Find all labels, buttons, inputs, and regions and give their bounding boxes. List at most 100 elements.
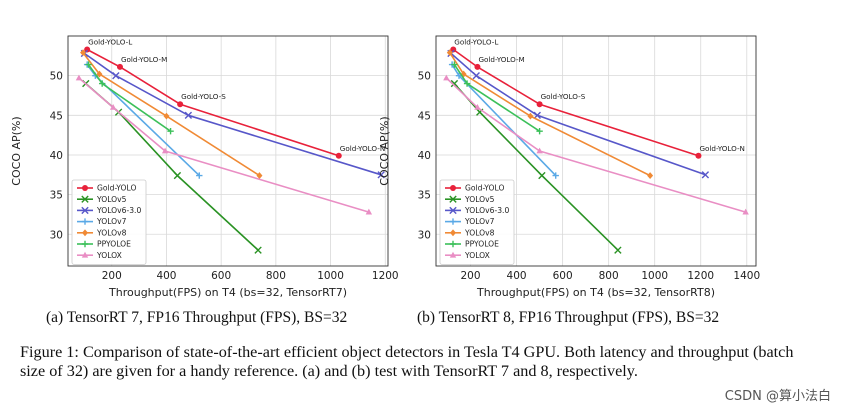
legend-entry: YOLOv8 xyxy=(464,228,495,237)
y-tick-label: 30 xyxy=(50,229,63,241)
series-line xyxy=(452,48,699,157)
series-yolox xyxy=(75,74,373,215)
x-tick-label: 1000 xyxy=(317,270,344,282)
point-label: Gold-YOLO-S xyxy=(541,92,586,101)
point-label: Gold-YOLO-S xyxy=(181,92,226,101)
x-tick-label: 400 xyxy=(156,270,176,282)
point-label: Gold-YOLO-N xyxy=(699,144,745,153)
data-point xyxy=(695,152,702,159)
watermark: CSDN @算小法白 xyxy=(724,389,831,404)
data-point xyxy=(536,147,543,154)
data-point xyxy=(536,127,543,135)
data-point xyxy=(177,101,184,108)
y-tick-label: 40 xyxy=(50,150,63,162)
x-tick-label: 600 xyxy=(211,270,231,282)
legend-swatch-marker xyxy=(449,195,457,203)
data-point xyxy=(184,111,193,120)
series-line xyxy=(450,52,706,176)
series-yolox xyxy=(443,74,749,215)
data-point xyxy=(474,63,481,70)
legend-entry: PPYOLOE xyxy=(465,240,499,249)
series-gold-yolo: Gold-YOLO-L Gold-YOLO-M Gold-YOLO-S Gold-YO… xyxy=(84,37,386,159)
data-point xyxy=(98,80,106,87)
data-point xyxy=(701,171,710,179)
subcaption-a: (a) TensorRT 7, FP16 Throughput (FPS), B… xyxy=(46,309,348,326)
data-point xyxy=(474,103,481,110)
y-tick-label: 35 xyxy=(418,190,431,202)
data-point xyxy=(256,172,263,179)
legend-entry: Gold-YOLO xyxy=(465,184,504,193)
x-tick-label: 1200 xyxy=(687,270,714,282)
legend-entry: YOLOv5 xyxy=(96,195,127,204)
figure-caption: Figure 1: Comparison of state-of-the-art… xyxy=(20,343,794,380)
legend: Gold-YOLO YOLOv5 YOLOv6-3.0 YOLOv7 YOLOv8 PPY… xyxy=(71,179,147,265)
y-tick-label: 50 xyxy=(50,71,63,83)
data-point xyxy=(173,171,182,180)
legend-swatch-marker xyxy=(449,218,457,225)
series-yolov8 xyxy=(446,49,654,179)
data-point xyxy=(450,79,459,88)
data-point xyxy=(196,172,203,179)
series-ppyoloe xyxy=(85,61,174,135)
point-label: Gold-YOLO-M xyxy=(121,55,167,64)
legend-entry: YOLOv6-3.0 xyxy=(464,206,509,215)
data-point xyxy=(75,74,83,81)
series-line xyxy=(445,77,746,213)
legend-entry: YOLOv7 xyxy=(96,217,127,226)
legend-swatch-marker xyxy=(81,206,89,215)
series-ppyoloe xyxy=(451,61,543,135)
legend-swatch-marker xyxy=(449,206,457,215)
data-point xyxy=(163,112,170,120)
y-axis-label: COCO AP(%) xyxy=(10,116,23,185)
legend-swatch-marker xyxy=(82,185,88,191)
chart-a: 200 400 600 800 1000 1200 30 35 40 45 50 Throughput… xyxy=(10,35,399,299)
data-point xyxy=(450,46,457,53)
x-tick-label: 800 xyxy=(599,270,619,282)
data-point xyxy=(536,101,543,108)
point-label: Gold-YOLO-N xyxy=(340,144,386,153)
data-point xyxy=(742,208,749,215)
legend-entry: PPYOLOE xyxy=(97,240,131,249)
legend-swatch-marker xyxy=(450,229,456,237)
x-tick-label: 1200 xyxy=(372,270,399,282)
point-label: Gold-YOLO-L xyxy=(88,37,132,46)
data-point xyxy=(365,208,373,215)
y-tick-label: 40 xyxy=(418,150,431,162)
legend-entry: YOLOv6-3.0 xyxy=(96,206,141,215)
legend-swatch-marker xyxy=(450,185,456,191)
chart-b: 200 400 600 800 1000 1200 1400 30 35 40 45 50 Throug… xyxy=(378,35,760,299)
x-tick-label: 400 xyxy=(507,270,527,282)
series-yolov8 xyxy=(80,49,263,179)
x-tick-label: 1000 xyxy=(641,270,668,282)
legend-swatch-marker xyxy=(81,218,89,225)
data-point xyxy=(80,49,87,57)
data-point xyxy=(472,71,480,80)
legend-entry: YOLOv5 xyxy=(464,195,495,204)
y-tick-label: 30 xyxy=(418,229,431,241)
legend-swatch-marker xyxy=(81,240,89,248)
legend-entry: YOLOv8 xyxy=(96,228,127,237)
plot-frame xyxy=(67,35,389,267)
data-point xyxy=(109,103,117,110)
series-line xyxy=(82,52,260,177)
data-point xyxy=(377,171,385,179)
y-tick-label: 45 xyxy=(418,110,431,122)
data-point xyxy=(167,127,174,135)
data-point xyxy=(614,246,622,254)
data-point xyxy=(254,246,262,254)
data-point xyxy=(647,172,654,179)
series-line xyxy=(86,48,340,157)
point-label: Gold-YOLO-M xyxy=(478,55,524,64)
x-axis-label: Throughput(FPS) on T4 (bs=32, TensorRT7) xyxy=(108,286,347,299)
data-point xyxy=(533,111,541,120)
data-point xyxy=(463,80,471,87)
data-point xyxy=(96,70,103,78)
series-line xyxy=(78,77,370,213)
x-axis-label: Throughput(FPS) on T4 (bs=32, TensorRT8) xyxy=(476,286,715,299)
legend: Gold-YOLO YOLOv5 YOLOv6-3.0 YOLOv7 YOLOv8 PPY… xyxy=(439,179,515,265)
legend-swatch-marker xyxy=(449,251,457,258)
data-point xyxy=(335,152,342,159)
x-tick-label: 200 xyxy=(461,270,481,282)
legend-swatch-marker xyxy=(449,240,457,248)
